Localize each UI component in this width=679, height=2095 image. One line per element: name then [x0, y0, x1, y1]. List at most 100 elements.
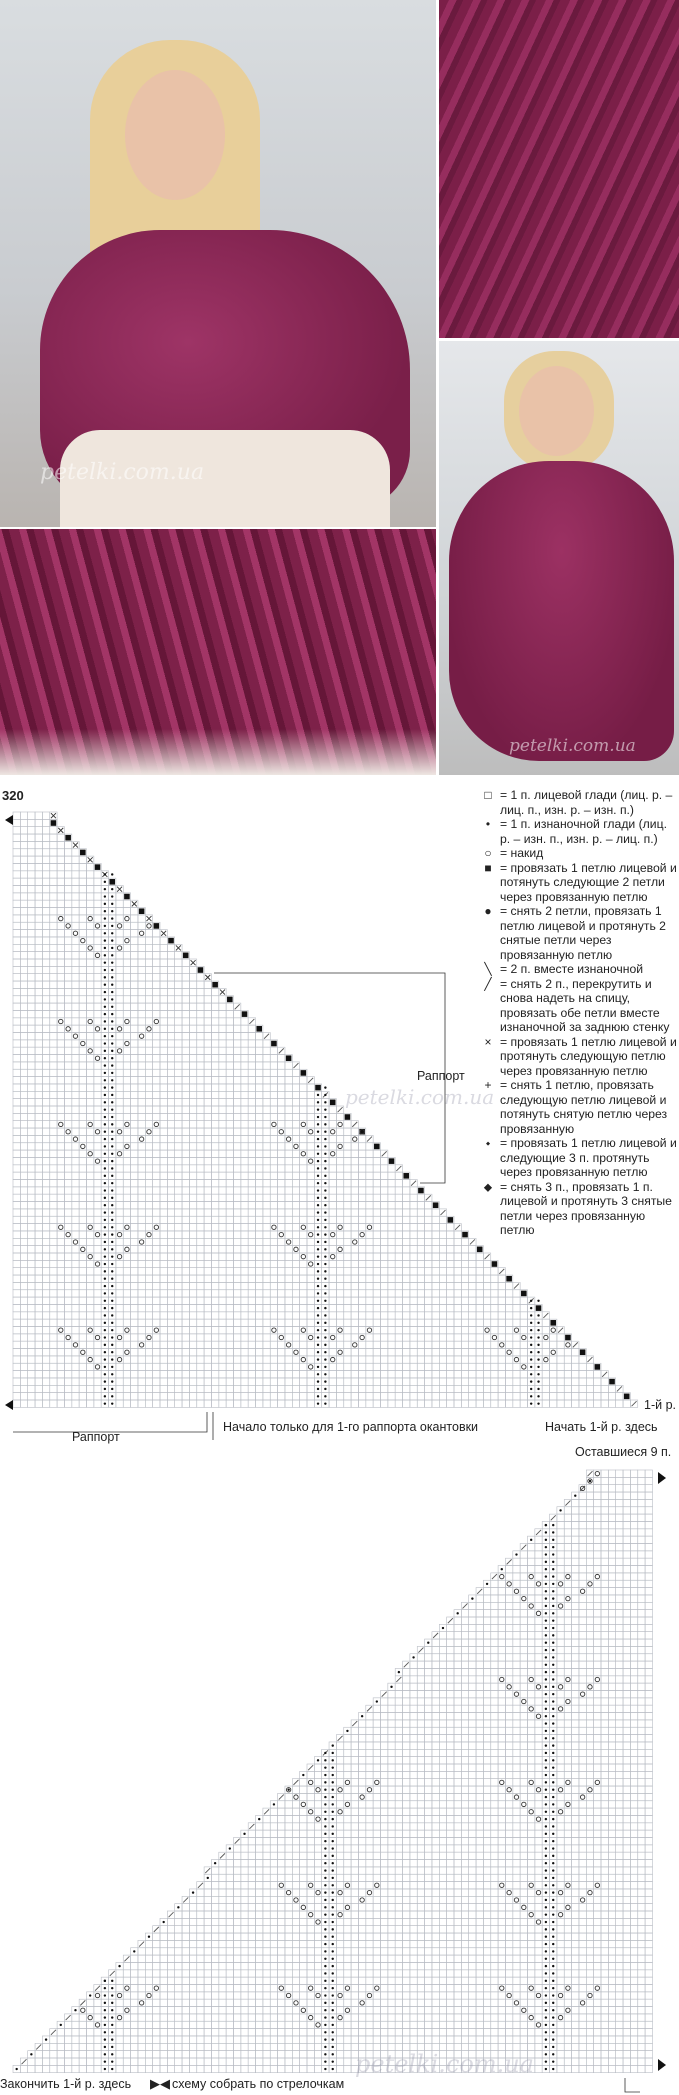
- grid-cell: [189, 1091, 198, 1099]
- grid-cell: [203, 1068, 212, 1077]
- grid-cell: [343, 1260, 352, 1268]
- grid-cell: [571, 1377, 580, 1386]
- grid-cell: [365, 1260, 374, 1268]
- grid-cell: [608, 1521, 616, 1530]
- grid-cell: [630, 1712, 639, 1721]
- purl-symbol: [316, 1086, 320, 1089]
- grid-cell: [409, 1719, 418, 1728]
- grid-cell: [196, 1267, 205, 1276]
- grid-cell: [130, 1260, 139, 1268]
- grid-cell: [637, 1506, 646, 1515]
- grid-cell: [145, 988, 153, 997]
- grid-cell: [159, 1193, 168, 1202]
- grid-cell: [358, 1245, 367, 1254]
- grid-cell: [86, 1157, 95, 1166]
- grid-cell: [519, 1712, 528, 1721]
- grid-cell: [218, 1355, 227, 1364]
- grid-cell: [27, 1333, 36, 1342]
- grid-cell: [409, 1385, 418, 1393]
- grid-cell: [343, 1157, 352, 1166]
- grid-cell: [78, 1105, 87, 1114]
- grid-cell: [174, 1326, 183, 1335]
- grid-cell: [372, 1260, 381, 1268]
- grid-cell: [56, 958, 65, 967]
- grid-cell: [343, 1399, 352, 1408]
- grid-cell: [86, 863, 95, 872]
- grid-cell: [615, 1624, 624, 1632]
- purl-symbol: [316, 1233, 320, 1236]
- grid-cell: [247, 1274, 256, 1283]
- grid-cell: [380, 1311, 389, 1320]
- grid-cell: [12, 1252, 21, 1261]
- grid-cell: [438, 1318, 447, 1327]
- grid-cell: [372, 1149, 381, 1158]
- grid-cell: [203, 1326, 212, 1335]
- grid-cell: [78, 1024, 87, 1033]
- grid-cell: [189, 1113, 198, 1121]
- grid-cell: [284, 1282, 293, 1291]
- grid-cell: [152, 966, 161, 974]
- grid-cell: [42, 811, 51, 820]
- grid-cell: [262, 1179, 271, 1188]
- grid-cell: [571, 1646, 580, 1655]
- grid-cell: [137, 1385, 146, 1393]
- grid-cell: [34, 1193, 43, 1202]
- grid-cell: [247, 1127, 256, 1136]
- grid-cell: [262, 1142, 271, 1151]
- grid-cell: [189, 1046, 198, 1055]
- yarn-over-symbol: [116, 1129, 123, 1135]
- grid-cell: [247, 1201, 256, 1210]
- purl-symbol: [324, 1277, 327, 1280]
- grid-cell: [343, 1223, 352, 1232]
- grid-cell: [512, 1697, 521, 1706]
- grid-cell: [453, 1230, 462, 1239]
- grid-cell: [585, 1484, 594, 1493]
- grid-cell: [167, 1017, 176, 1026]
- grid-cell: [372, 1164, 381, 1173]
- grid-cell: [115, 1171, 124, 1180]
- grid-cell: [34, 1340, 43, 1349]
- grid-cell: [145, 1260, 153, 1268]
- grid-cell: [461, 1385, 470, 1393]
- grid-cell: [593, 1565, 602, 1574]
- yarn-over-symbol: [293, 1349, 299, 1355]
- purl-symbol: [103, 1108, 107, 1111]
- grid-cell: [622, 1594, 631, 1603]
- purl-symbol: [324, 1299, 327, 1302]
- grid-cell: [71, 1179, 80, 1188]
- grid-cell: [42, 929, 51, 938]
- grid-cell: [490, 1682, 499, 1691]
- chart-number: 320: [2, 788, 24, 803]
- purl-symbol: [103, 1086, 107, 1089]
- grid-cell: [130, 1252, 139, 1261]
- grid-cell: [505, 1572, 514, 1581]
- grid-cell: [446, 1326, 455, 1335]
- grid-cell: [328, 1260, 337, 1268]
- grid-cell: [196, 1135, 205, 1144]
- grid-cell: [446, 1267, 455, 1276]
- grid-cell: [380, 1252, 389, 1261]
- purl-symbol: [529, 1299, 533, 1302]
- grid-cell: [424, 1201, 433, 1210]
- grid-cell: [585, 1521, 594, 1530]
- grid-cell: [240, 1348, 249, 1357]
- grid-cell: [387, 1164, 396, 1173]
- grid-cell: [78, 1362, 87, 1371]
- grid-cell: [122, 966, 131, 974]
- grid-cell: [189, 1179, 198, 1188]
- grid-cell: [461, 1296, 470, 1305]
- grid-cell: [336, 1157, 345, 1166]
- yarn-over-symbol: [484, 1327, 490, 1333]
- grid-cell: [468, 1318, 477, 1327]
- grid-cell: [159, 1245, 168, 1254]
- grid-cell: [328, 1135, 337, 1144]
- grid-cell: [42, 1142, 51, 1151]
- grid-cell: [130, 1039, 139, 1048]
- grid-cell: [122, 1304, 131, 1313]
- grid-cell: [167, 1326, 176, 1335]
- grid-cell: [541, 1385, 550, 1393]
- grid-cell: [299, 1311, 308, 1320]
- grid-cell: [527, 1579, 536, 1588]
- grid-cell: [42, 1370, 51, 1379]
- grid-cell: [64, 1179, 73, 1188]
